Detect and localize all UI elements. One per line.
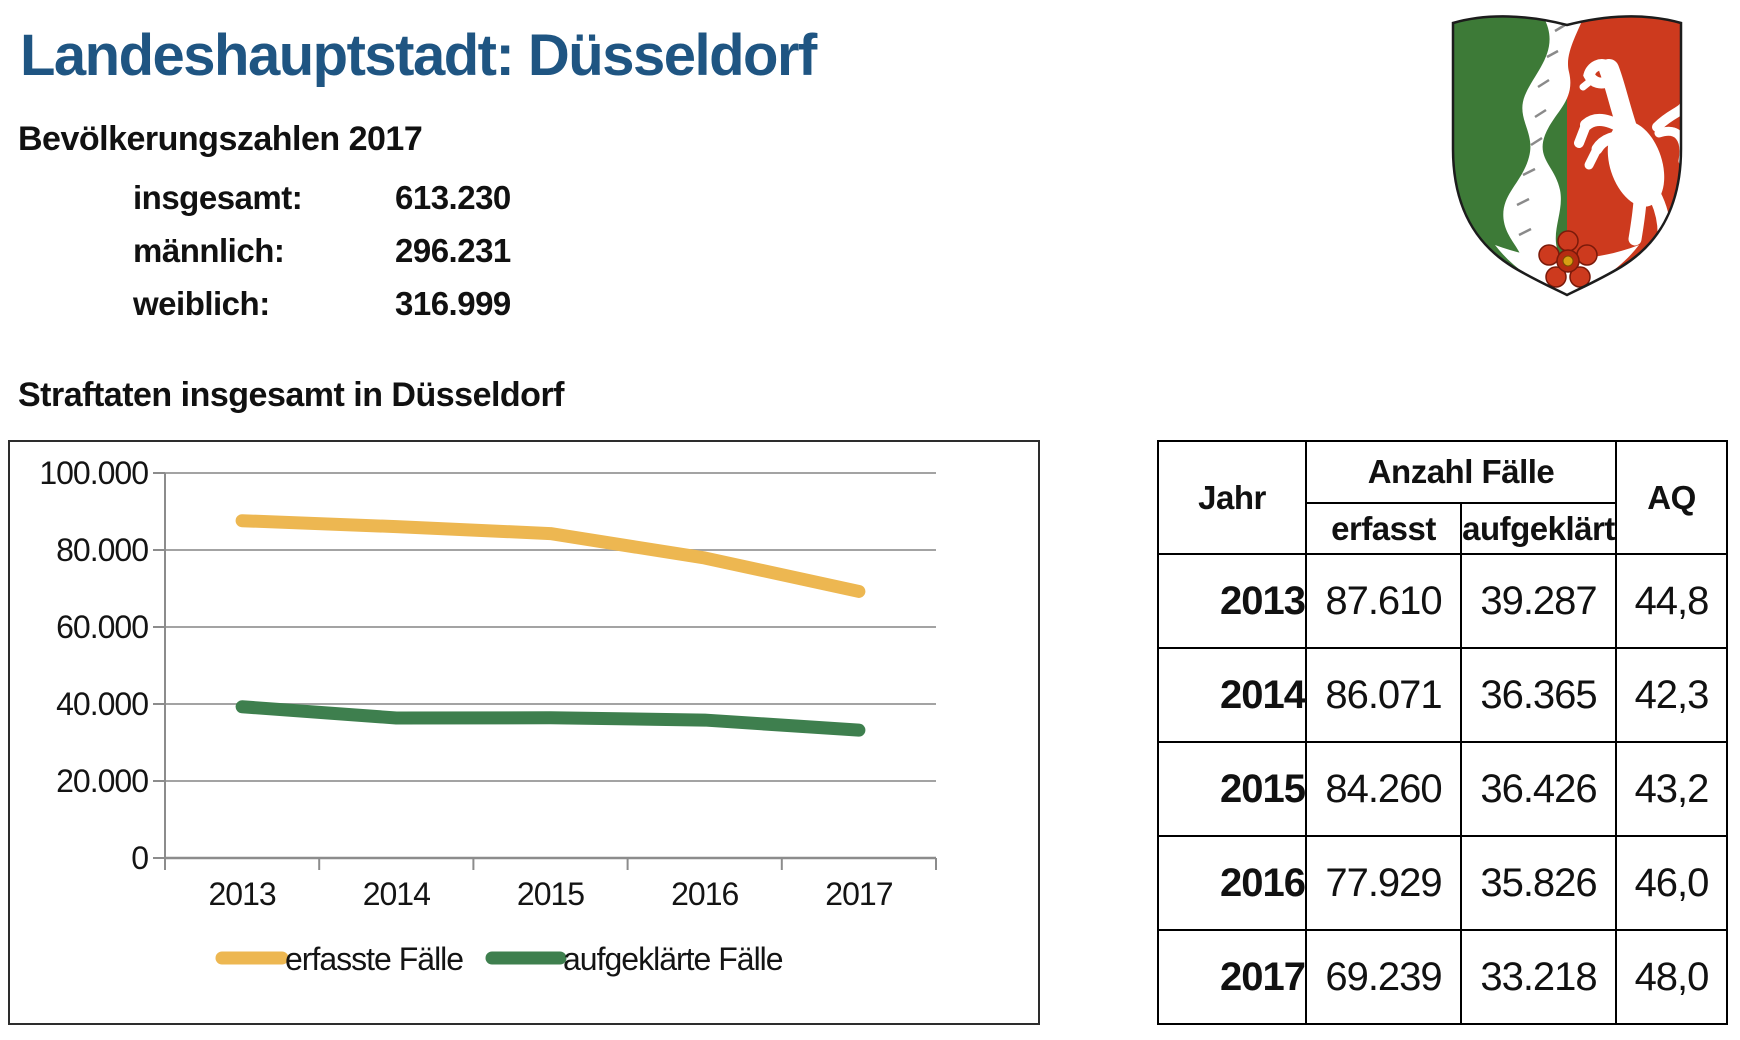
table-cell-aufgeklaert: 33.218 [1460, 929, 1617, 1025]
x-axis-label: 2016 [671, 876, 738, 912]
table-cell-erfasst: 69.239 [1305, 929, 1462, 1025]
crime-statistics-table: Jahr Anzahl Fälle AQ erfasst aufgeklärt … [1157, 440, 1728, 1025]
table-cell-year: 2013 [1157, 553, 1307, 649]
y-axis-label: 80.000 [56, 532, 148, 568]
table-header-jahr: Jahr [1157, 440, 1307, 555]
table-row: 2016 77.929 35.826 46,0 [1157, 835, 1728, 931]
table-header-erfasst: erfasst [1305, 502, 1462, 555]
table-cell-erfasst: 86.071 [1305, 647, 1462, 743]
x-axis-label: 2017 [825, 876, 892, 912]
table-cell-aq: 48,0 [1615, 929, 1728, 1025]
table-header-aq: AQ [1615, 440, 1728, 555]
lippe-rose [1538, 230, 1598, 288]
population-value-weiblich: 316.999 [395, 285, 511, 322]
population-label-weiblich: weiblich: [133, 285, 270, 322]
table-cell-erfasst: 87.610 [1305, 553, 1462, 649]
population-label-insgesamt: insgesamt: [133, 179, 303, 216]
table-cell-aufgeklaert: 39.287 [1460, 553, 1617, 649]
x-axis-label: 2014 [363, 876, 430, 912]
nrw-coat-of-arms [1443, 9, 1693, 299]
table-header-anzahl-faelle: Anzahl Fälle [1305, 440, 1617, 504]
table-cell-aq: 46,0 [1615, 835, 1728, 931]
y-axis-label: 0 [131, 840, 148, 876]
series-line-aufgeklaerte-faelle [235, 700, 866, 737]
rhine-band-hatching [1516, 23, 1566, 237]
table-cell-erfasst: 77.929 [1305, 835, 1462, 931]
table-row: 2017 69.239 33.218 48,0 [1157, 929, 1728, 1025]
table-cell-erfasst: 84.260 [1305, 741, 1462, 837]
table-cell-year: 2015 [1157, 741, 1307, 837]
population-label-maennlich: männlich: [133, 232, 285, 269]
table-header-aufgeklaert: aufgeklärt [1460, 502, 1617, 555]
table-row: 2015 84.260 36.426 43,2 [1157, 741, 1728, 837]
y-axis-label: 100.000 [39, 455, 148, 491]
series-line-erfasste-faelle [235, 514, 866, 598]
y-axis-label: 60.000 [56, 609, 148, 645]
table-cell-aufgeklaert: 36.365 [1460, 647, 1617, 743]
table-cell-aufgeklaert: 35.826 [1460, 835, 1617, 931]
rhine-wavy-band [1503, 16, 1585, 261]
x-axis-label: 2015 [517, 876, 584, 912]
shield-outline [1451, 15, 1683, 297]
legend-label: erfasste Fälle [285, 941, 463, 977]
legend-label: aufgeklärte Fälle [563, 941, 783, 977]
crimes-section-heading: Straftaten insgesamt in Düsseldorf [18, 376, 565, 414]
chart-canvas: 100.000 80.000 60.000 40.000 20.000 0 2013 2014… [39, 455, 937, 977]
table-cell-year: 2014 [1157, 647, 1307, 743]
population-value-maennlich: 296.231 [395, 232, 511, 269]
table-row: 2014 86.071 36.365 42,3 [1157, 647, 1728, 743]
table-row: 2013 87.610 39.287 44,8 [1157, 553, 1728, 649]
westphalian-horse [1574, 59, 1681, 246]
page-title: Landeshauptstadt: Düsseldorf [20, 23, 817, 88]
table-cell-aq: 42,3 [1615, 647, 1728, 743]
population-heading: Bevölkerungszahlen 2017 [18, 120, 423, 158]
crime-line-chart: 100.000 80.000 60.000 40.000 20.000 0 2013 2014… [8, 440, 1040, 1025]
y-axis-label: 20.000 [56, 763, 148, 799]
table-cell-aufgeklaert: 36.426 [1460, 741, 1617, 837]
x-axis-label: 2013 [209, 876, 276, 912]
coat-of-arms-graphic [1451, 15, 1683, 297]
population-value-insgesamt: 613.230 [395, 179, 511, 216]
table-cell-aq: 44,8 [1615, 553, 1728, 649]
table-cell-year: 2016 [1157, 835, 1307, 931]
y-axis-label: 40.000 [56, 686, 148, 722]
table-cell-year: 2017 [1157, 929, 1307, 1025]
table-cell-aq: 43,2 [1615, 741, 1728, 837]
